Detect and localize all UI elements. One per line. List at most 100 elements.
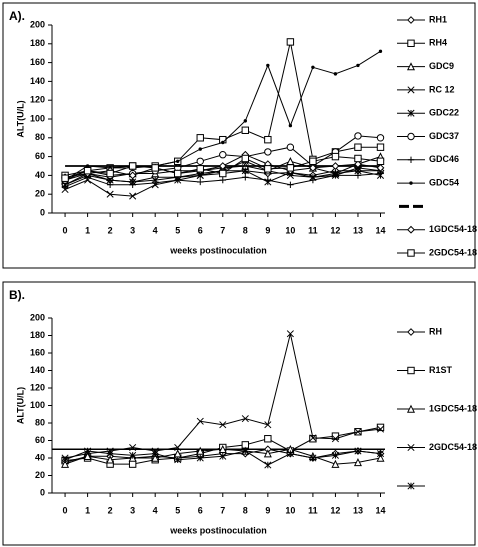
marker xyxy=(176,159,180,164)
marker xyxy=(129,181,136,188)
marker xyxy=(128,460,137,468)
marker xyxy=(219,151,227,159)
x-tick-label: 3 xyxy=(130,225,135,235)
marker xyxy=(84,447,92,455)
marker xyxy=(376,143,385,151)
marker xyxy=(286,330,294,338)
marker xyxy=(354,172,362,179)
marker xyxy=(61,459,70,468)
y-tick-label: 100 xyxy=(30,400,45,410)
marker xyxy=(264,461,272,469)
x-tick-label: 10 xyxy=(285,505,295,515)
marker xyxy=(196,446,205,455)
y-tick-label: 180 xyxy=(30,38,45,48)
y-tick-label: 60 xyxy=(35,435,45,445)
marker xyxy=(407,249,415,257)
marker xyxy=(356,63,360,68)
x-tick-label: 1 xyxy=(85,225,90,235)
marker xyxy=(354,143,362,151)
marker xyxy=(376,157,385,166)
marker xyxy=(196,165,204,173)
marker xyxy=(376,453,385,462)
marker xyxy=(106,169,114,178)
legend-label: GDC46 xyxy=(429,154,459,164)
marker xyxy=(129,443,137,452)
x-tick-label: 4 xyxy=(153,225,158,235)
marker xyxy=(264,135,272,144)
legend-label: RC 12 xyxy=(429,84,455,94)
marker xyxy=(196,134,204,142)
marker xyxy=(174,443,182,452)
x-tick-label: 0 xyxy=(63,505,68,515)
marker xyxy=(128,171,137,180)
marker xyxy=(354,428,362,436)
panel-border xyxy=(2,2,476,269)
marker xyxy=(61,183,69,190)
x-tick-label: 6 xyxy=(198,505,203,515)
marker xyxy=(331,451,339,459)
marker xyxy=(128,162,137,170)
marker xyxy=(197,178,204,186)
legend-label: 1GDC54-18 xyxy=(429,224,477,234)
marker xyxy=(174,456,182,464)
marker xyxy=(241,447,249,455)
marker xyxy=(309,454,317,462)
marker xyxy=(241,167,249,175)
marker xyxy=(331,162,340,170)
marker xyxy=(409,181,413,185)
marker xyxy=(221,140,225,145)
x-tick-label: 5 xyxy=(175,225,180,235)
x-tick-label: 12 xyxy=(330,225,340,235)
y-tick-label: 20 xyxy=(35,189,45,199)
legend-label: RH xyxy=(429,326,442,336)
marker xyxy=(266,63,270,68)
marker xyxy=(331,152,340,161)
marker xyxy=(376,163,385,172)
marker xyxy=(376,423,385,432)
marker xyxy=(264,435,272,443)
marker xyxy=(198,147,202,151)
marker xyxy=(376,134,385,142)
x-tick-label: 7 xyxy=(220,225,225,235)
y-tick-label: 0 xyxy=(40,207,45,217)
x-tick-label: 7 xyxy=(220,505,225,515)
marker xyxy=(286,38,295,46)
x-tick-label: 2 xyxy=(108,505,113,515)
marker xyxy=(196,417,204,425)
y-tick-label: 80 xyxy=(35,417,45,427)
marker xyxy=(406,62,416,71)
marker xyxy=(264,165,272,173)
marker xyxy=(151,164,159,172)
marker xyxy=(286,450,294,458)
y-tick-label: 80 xyxy=(35,132,45,142)
marker xyxy=(129,192,137,200)
marker xyxy=(309,434,317,442)
legend-label: 1GDC54-18 xyxy=(429,403,477,413)
y-axis-label: ALT(U/L) xyxy=(15,100,25,137)
x-tick-label: 8 xyxy=(243,225,248,235)
marker xyxy=(241,126,250,134)
marker xyxy=(83,167,92,175)
legend-label: RH4 xyxy=(429,38,447,48)
marker xyxy=(218,444,227,453)
x-tick-label: 3 xyxy=(130,505,135,515)
x-tick-label: 14 xyxy=(375,505,385,515)
marker xyxy=(264,176,272,184)
marker xyxy=(333,72,338,76)
marker xyxy=(286,164,295,172)
marker xyxy=(241,415,249,423)
marker xyxy=(129,451,137,459)
y-tick-label: 200 xyxy=(30,312,45,322)
x-tick-label: 5 xyxy=(175,505,180,515)
marker xyxy=(309,157,317,166)
x-tick-label: 9 xyxy=(265,505,270,515)
y-tick-label: 40 xyxy=(35,452,45,462)
marker xyxy=(264,421,272,429)
marker xyxy=(287,181,294,188)
marker xyxy=(219,169,227,178)
marker xyxy=(218,162,227,170)
series-line xyxy=(64,50,381,181)
legend-label: GDC9 xyxy=(429,61,454,71)
x-tick-label: 2 xyxy=(108,225,113,235)
